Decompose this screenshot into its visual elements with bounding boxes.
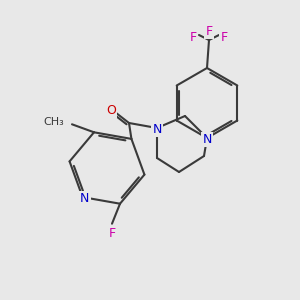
Text: F: F xyxy=(206,25,213,38)
Text: F: F xyxy=(108,227,116,240)
Text: CH₃: CH₃ xyxy=(43,117,64,127)
Text: F: F xyxy=(220,31,228,44)
Text: F: F xyxy=(189,31,197,44)
Text: N: N xyxy=(80,192,89,205)
Text: N: N xyxy=(152,123,162,136)
Text: N: N xyxy=(202,133,212,146)
Text: O: O xyxy=(106,104,116,117)
